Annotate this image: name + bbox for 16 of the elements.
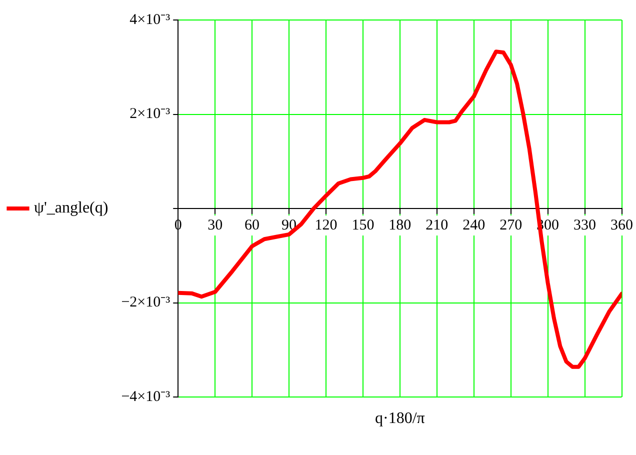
x-tick-label: 210 [426,217,448,234]
y-tick-label: 4×10⁻³ [130,12,171,28]
x-tick-label: 150 [352,217,374,234]
x-tick-label: 30 [208,217,223,234]
x-tick-label: 330 [574,217,596,234]
y-tick-label: 2×10⁻³ [130,106,171,122]
x-tick-label: 270 [500,217,522,234]
x-tick-label: 120 [314,217,338,234]
y-tick-label: −2×10⁻³ [121,294,171,311]
x-axis-title: q·180/π [375,410,425,428]
x-tick-label: 180 [388,217,412,234]
legend-label: ψ'_angle(q) [34,200,108,217]
x-tick-label: 360 [610,217,633,234]
x-tick-label: 60 [244,217,260,234]
y-tick-label: −4×10⁻³ [121,388,171,405]
x-tick-label: 240 [462,217,486,234]
